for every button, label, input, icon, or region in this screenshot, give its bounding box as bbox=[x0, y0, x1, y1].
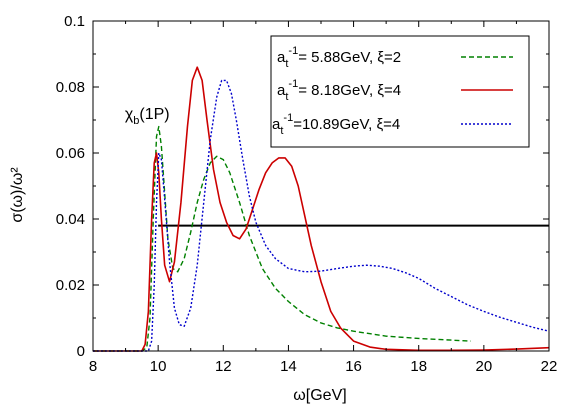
annotation: χb(1P) bbox=[125, 106, 170, 127]
x-tick-label: 10 bbox=[150, 358, 167, 375]
y-tick-label: 0.02 bbox=[56, 277, 85, 294]
x-axis-label: ω[GeV] bbox=[293, 387, 346, 404]
y-tick-label: 0 bbox=[77, 343, 85, 360]
series-line-1 bbox=[93, 125, 471, 352]
legend-box bbox=[270, 35, 530, 148]
legend-label-2: at-1= 8.18GeV, ξ=4 bbox=[277, 78, 401, 103]
x-tick-label: 16 bbox=[345, 358, 362, 375]
legend: at-1= 5.88GeV, ξ=2 at-1= 8.18GeV, ξ=4 at-1… bbox=[270, 35, 530, 148]
legend-label-1: at-1= 5.88GeV, ξ=2 bbox=[277, 45, 401, 70]
x-tick-label: 20 bbox=[476, 358, 493, 375]
x-tick-label: 14 bbox=[280, 358, 297, 375]
peak-annotation: χb(1P) bbox=[125, 106, 170, 127]
y-tick-label: 0.1 bbox=[64, 13, 85, 30]
x-tick-label: 12 bbox=[215, 358, 232, 375]
legend-label-3: at-1=10.89GeV, ξ=4 bbox=[272, 112, 400, 137]
y-axis-label: σ(ω)/ω² bbox=[9, 167, 26, 223]
x-tick-label: 18 bbox=[410, 358, 427, 375]
y-tick-label: 0.06 bbox=[56, 145, 85, 162]
y-tick-label: 0.04 bbox=[56, 211, 85, 228]
y-tick-label: 0.08 bbox=[56, 79, 85, 96]
x-tick-label: 8 bbox=[89, 358, 97, 375]
axes-layer: 8 10 12 14 16 18 20 22 0 0.02 0.04 0.06 0.08 0.1 bbox=[56, 13, 558, 375]
series-line-2 bbox=[93, 66, 550, 352]
series-layer bbox=[93, 66, 550, 352]
x-tick-label: 22 bbox=[541, 358, 558, 375]
